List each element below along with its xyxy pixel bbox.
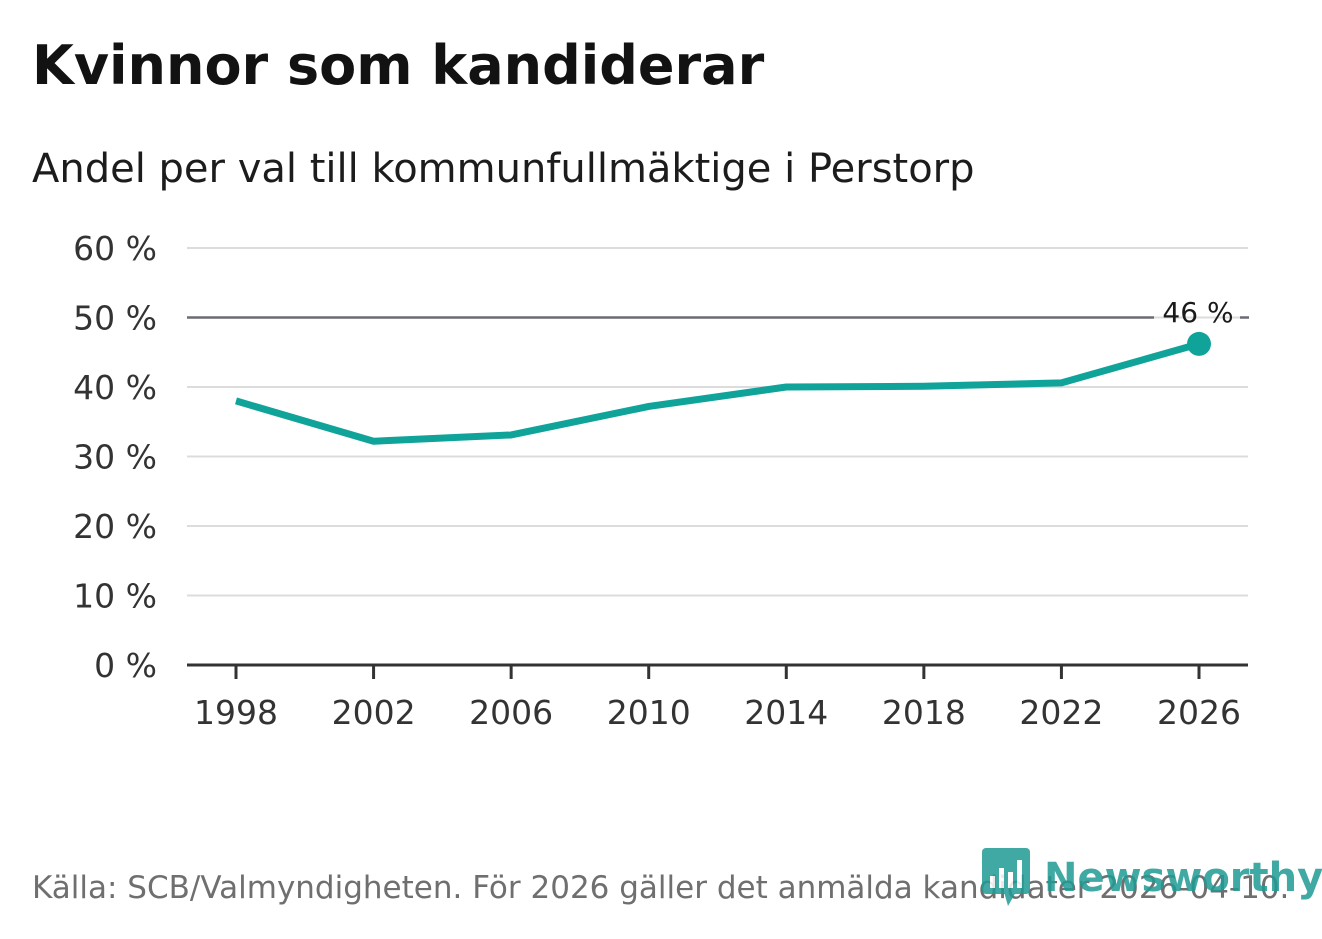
gridlines: [187, 247, 1248, 597]
x-tick-label: 2010: [607, 693, 691, 732]
axes: [187, 663, 1248, 679]
y-tick-label: 60 %: [73, 229, 157, 268]
x-tick-label: 2026: [1157, 693, 1241, 732]
y-tick-label: 50 %: [73, 299, 157, 338]
last-data-point: [1187, 331, 1211, 356]
y-tick-label: 30 %: [73, 438, 157, 477]
y-tick-label: 20 %: [73, 507, 157, 546]
series-line: [235, 340, 1200, 445]
series-group: [235, 331, 1211, 445]
chart-subtitle: Andel per val till kommunfullmäktige i P…: [32, 146, 975, 192]
x-tick-label: 2018: [882, 693, 966, 732]
x-tick-label: 2022: [1019, 693, 1103, 732]
x-tick-label: 1998: [194, 693, 278, 732]
x-tick-label: 2014: [744, 693, 828, 732]
x-tick-label: 2006: [469, 693, 553, 732]
source-note: Källa: SCB/Valmyndigheten. För 2026 gäll…: [32, 870, 1290, 906]
brand-logo: Newsworthy: [982, 848, 1322, 908]
labels: 0 % 10 % 20 % 30 % 40 % 50 % 60 % 1998 2002 2006 2…: [73, 229, 1241, 732]
brand-name: Newsworthy: [1044, 855, 1322, 901]
bar-chart-speech-bubble-icon: [982, 848, 1030, 906]
y-tick-label: 10 %: [73, 577, 157, 616]
data-label-last: 46 %: [1162, 296, 1233, 329]
y-tick-label: 0 %: [94, 646, 157, 685]
y-tick-label: 40 %: [73, 368, 157, 407]
chart-title: Kvinnor som kandiderar: [32, 34, 765, 97]
x-tick-label: 2002: [332, 693, 416, 732]
line-chart: 0 % 10 % 20 % 30 % 40 % 50 % 60 % 1998 2002 2006 2…: [73, 229, 1249, 732]
